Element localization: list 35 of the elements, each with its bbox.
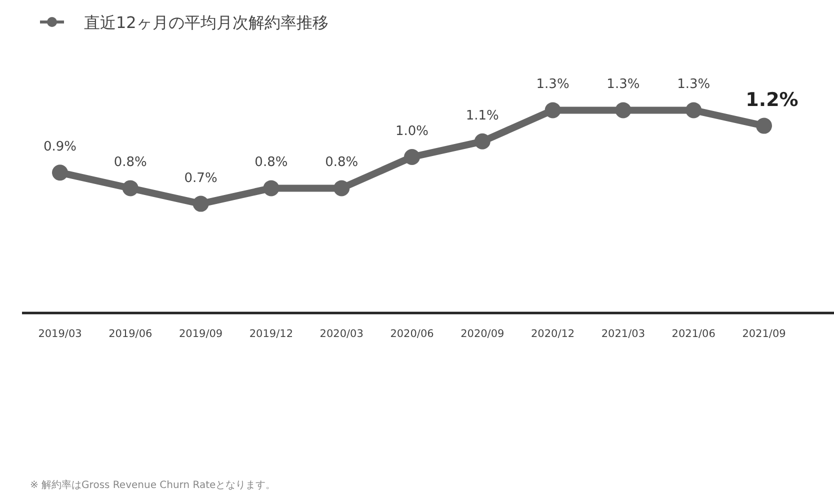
x-tick-label: 2020/12: [530, 328, 575, 340]
text: ※ 解約率はGross Revenue Churn Rateとなります。: [30, 479, 276, 491]
point: [756, 118, 772, 134]
x-tick-label: 2019/06: [108, 328, 153, 340]
data-label: 1.3%: [677, 77, 710, 92]
x-tick-label: 2020/03: [320, 328, 364, 340]
data-label: 1.3%: [536, 77, 570, 92]
data-label: 0.9%: [43, 140, 77, 155]
data-label: 0.7%: [184, 170, 218, 186]
point: [122, 180, 138, 196]
x-tick-label: 2019/09: [178, 328, 223, 340]
data-label: 1.2%: [746, 88, 798, 111]
point: [334, 180, 350, 196]
data-label: 1.1%: [466, 108, 499, 124]
x-tick-label: 2019/03: [38, 328, 82, 340]
data-label: 1.0%: [395, 124, 429, 139]
data-label: 1.3%: [606, 77, 640, 92]
x-tick-label: 2019/12: [249, 328, 294, 340]
data-label: 0.8%: [114, 155, 147, 170]
data-label: 0.8%: [325, 155, 358, 170]
point: [474, 133, 490, 150]
x-tick-label: 2021/09: [742, 328, 786, 340]
x-tick-label: 2020/06: [390, 328, 434, 340]
point: [192, 196, 209, 212]
point: [52, 164, 68, 181]
x-tick-label: 2021/03: [601, 328, 646, 340]
data-label: 0.8%: [254, 155, 288, 170]
point: [263, 180, 280, 196]
point: [615, 102, 632, 118]
x-tick-label: 2020/09: [460, 328, 504, 340]
x-tick-label: 2021/06: [672, 328, 716, 340]
legend-label: 直近12ヶ月の平均月次解約率推移: [84, 13, 328, 32]
point: [404, 149, 420, 165]
point: [686, 102, 702, 118]
point: [544, 102, 561, 118]
